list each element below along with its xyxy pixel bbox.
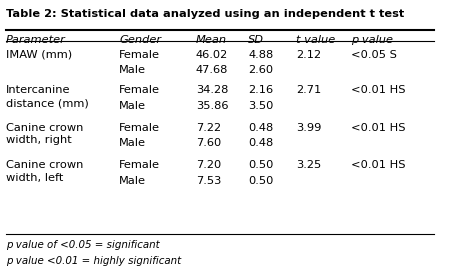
Text: Table 2: Statistical data analyzed using an independent t test: Table 2: Statistical data analyzed using…: [6, 10, 404, 20]
Text: Gender: Gender: [119, 35, 161, 45]
Text: 7.22: 7.22: [196, 123, 221, 132]
Text: 46.02: 46.02: [196, 50, 228, 60]
Text: t value: t value: [296, 35, 336, 45]
Text: 47.68: 47.68: [196, 66, 228, 75]
Text: p value of <0.05 = significant: p value of <0.05 = significant: [6, 240, 159, 250]
Text: 2.60: 2.60: [248, 66, 273, 75]
Text: 0.48: 0.48: [248, 123, 273, 132]
Text: 4.88: 4.88: [248, 50, 273, 60]
Text: 2.12: 2.12: [296, 50, 321, 60]
Text: 34.28: 34.28: [196, 85, 228, 95]
Text: p value: p value: [351, 35, 392, 45]
Text: 3.25: 3.25: [296, 160, 321, 170]
Text: 2.16: 2.16: [248, 85, 273, 95]
Text: 35.86: 35.86: [196, 101, 228, 111]
Text: Male: Male: [119, 66, 146, 75]
Text: Male: Male: [119, 138, 146, 148]
Text: 3.99: 3.99: [296, 123, 321, 132]
Text: 7.53: 7.53: [196, 176, 221, 186]
Text: Female: Female: [119, 160, 160, 170]
Text: <0.01 HS: <0.01 HS: [351, 85, 405, 95]
Text: Mean: Mean: [196, 35, 227, 45]
Text: <0.05 S: <0.05 S: [351, 50, 397, 60]
Text: 0.50: 0.50: [248, 160, 273, 170]
Text: 2.71: 2.71: [296, 85, 321, 95]
Text: Female: Female: [119, 50, 160, 60]
Text: Male: Male: [119, 176, 146, 186]
Text: p value <0.01 = highly significant: p value <0.01 = highly significant: [6, 256, 181, 266]
Text: 7.20: 7.20: [196, 160, 221, 170]
Text: Canine crown
width, right: Canine crown width, right: [6, 123, 83, 145]
Text: SD: SD: [248, 35, 264, 45]
Text: <0.01 HS: <0.01 HS: [351, 160, 405, 170]
Text: 0.50: 0.50: [248, 176, 273, 186]
Text: 7.60: 7.60: [196, 138, 221, 148]
Text: Intercanine
distance (mm): Intercanine distance (mm): [6, 85, 89, 108]
Text: 3.50: 3.50: [248, 101, 273, 111]
Text: Male: Male: [119, 101, 146, 111]
Text: Canine crown
width, left: Canine crown width, left: [6, 160, 83, 183]
Text: IMAW (mm): IMAW (mm): [6, 50, 72, 60]
Text: 0.48: 0.48: [248, 138, 273, 148]
Text: <0.01 HS: <0.01 HS: [351, 123, 405, 132]
Text: Female: Female: [119, 85, 160, 95]
Text: Female: Female: [119, 123, 160, 132]
Text: Parameter: Parameter: [6, 35, 65, 45]
